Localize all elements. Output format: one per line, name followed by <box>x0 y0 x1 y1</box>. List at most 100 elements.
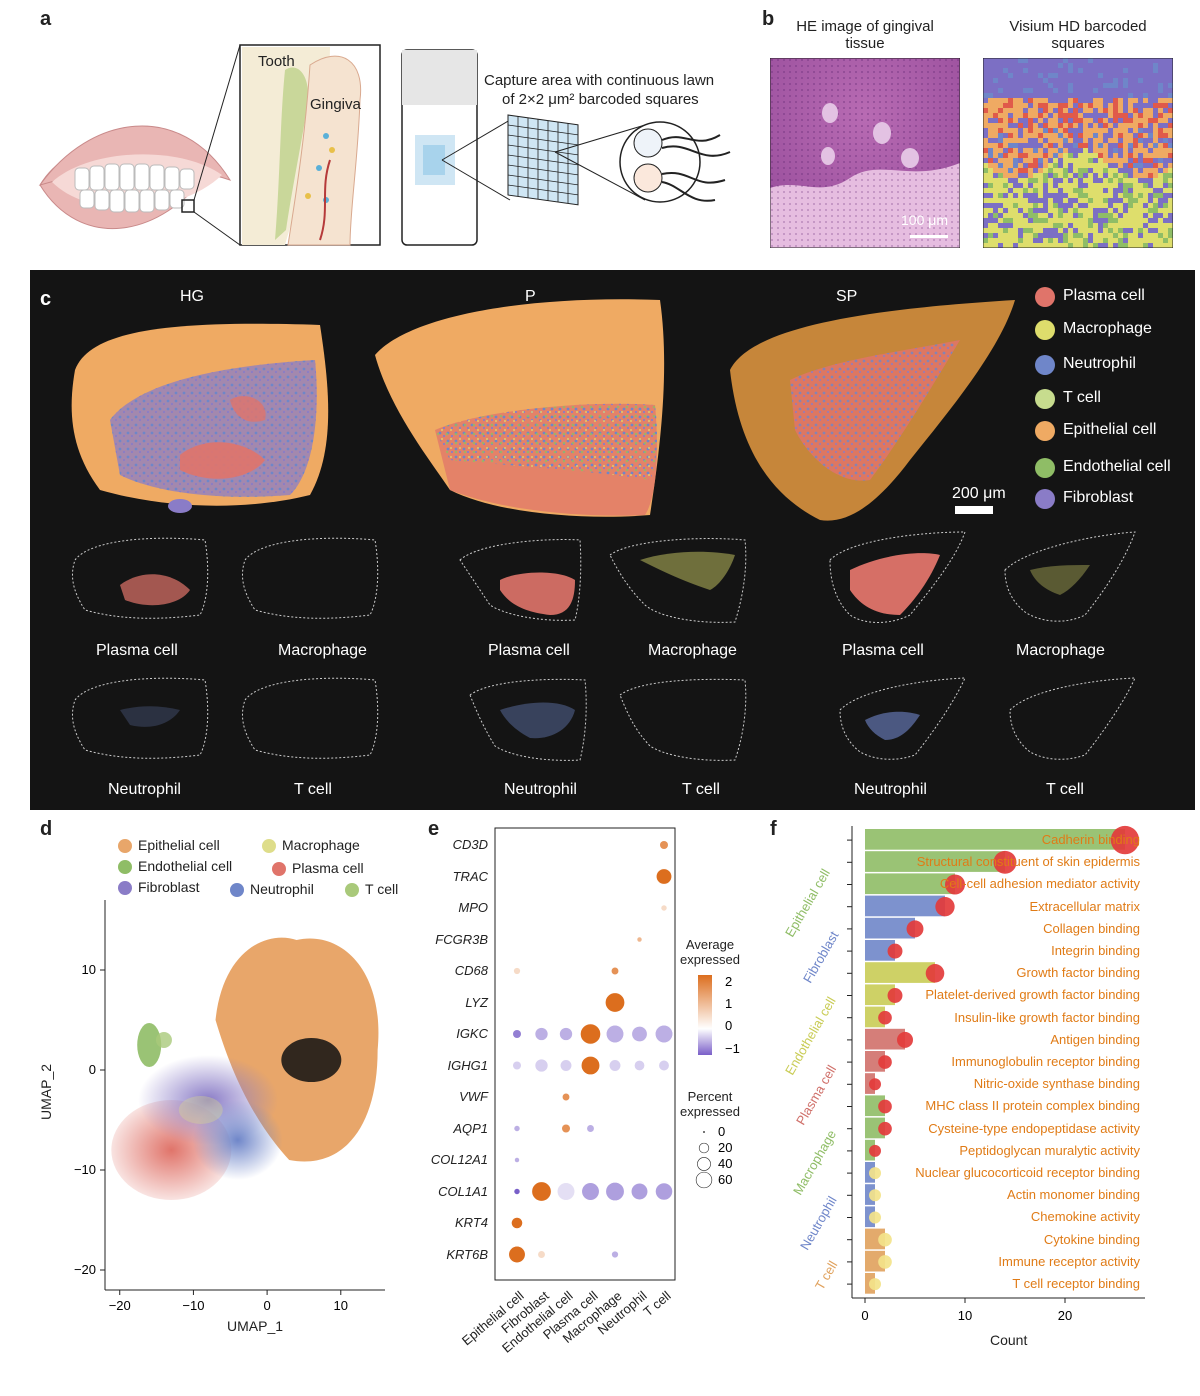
visium-square <box>1168 203 1173 209</box>
visium-square <box>1048 168 1054 174</box>
dotplot-dot <box>661 936 667 943</box>
visium-square <box>1058 103 1064 109</box>
visium-square <box>1083 83 1089 89</box>
visium-square <box>1128 123 1134 129</box>
visium-square <box>1078 213 1084 219</box>
visium-square <box>1063 148 1069 154</box>
visium-square <box>1073 168 1079 174</box>
visium-square <box>1033 243 1039 248</box>
visium-square <box>1018 218 1024 224</box>
visium-square <box>1113 188 1119 194</box>
dotplot-dot <box>637 842 642 848</box>
visium-square <box>1018 73 1024 79</box>
visium-square <box>1113 183 1119 189</box>
dotplot-dot <box>514 937 520 942</box>
visium-square <box>1028 148 1034 154</box>
visium-square <box>988 138 994 144</box>
visium-square <box>1118 98 1124 104</box>
visium-square <box>993 198 999 204</box>
visium-square <box>1063 68 1069 74</box>
visium-square <box>1133 183 1139 189</box>
visium-square <box>1123 193 1129 199</box>
visium-square <box>988 198 994 204</box>
dotplot-dot <box>588 905 593 911</box>
visium-square <box>1053 243 1059 248</box>
visium-square <box>988 208 994 214</box>
visium-square <box>1163 178 1169 184</box>
visium-square <box>1108 193 1114 199</box>
visium-square <box>1068 148 1074 154</box>
visium-square <box>1113 193 1119 199</box>
umap-legend-swatch-fibroblast <box>118 881 132 895</box>
visium-square <box>1008 128 1014 134</box>
visium-square <box>993 228 999 234</box>
visium-square <box>1038 213 1044 219</box>
visium-square <box>1103 83 1109 89</box>
visium-square <box>1103 198 1109 204</box>
dotplot-dot <box>637 968 642 974</box>
visium-square <box>1058 123 1064 129</box>
visium-square <box>1158 68 1164 74</box>
visium-square <box>1098 103 1104 109</box>
visium-square <box>1028 218 1034 224</box>
visium-square <box>1043 78 1049 84</box>
visium-square <box>1113 98 1119 104</box>
visium-square <box>1108 163 1114 169</box>
visium-square <box>1043 168 1049 174</box>
visium-square <box>1103 63 1109 69</box>
visium-square <box>1023 223 1029 229</box>
go-term-label: Collagen binding <box>1043 920 1140 936</box>
visium-square <box>1168 233 1173 239</box>
visium-square <box>1163 118 1169 124</box>
visium-square <box>1103 178 1109 184</box>
visium-square <box>1128 243 1134 248</box>
visium-square <box>1163 218 1169 224</box>
visium-square <box>1133 218 1139 224</box>
visium-square <box>1063 173 1069 179</box>
visium-square <box>1098 113 1104 119</box>
visium-square <box>1083 133 1089 139</box>
dotplot-dot <box>637 1220 642 1226</box>
p-neutrophil-outline <box>469 678 587 761</box>
visium-square <box>1023 103 1029 109</box>
visium-square <box>1028 188 1034 194</box>
visium-square <box>1153 98 1159 104</box>
visium-square <box>1043 213 1049 219</box>
visium-square <box>1033 78 1039 84</box>
visium-square <box>1083 143 1089 149</box>
visium-square <box>1123 208 1129 214</box>
visium-square <box>983 123 989 129</box>
visium-square <box>1058 118 1064 124</box>
visium-square <box>1008 188 1014 194</box>
visium-square <box>1143 88 1149 94</box>
visium-square <box>1103 163 1109 169</box>
visium-square <box>1118 73 1124 79</box>
visium-square <box>1148 158 1154 164</box>
visium-square <box>1163 128 1169 134</box>
visium-square <box>1158 188 1164 194</box>
visium-square <box>1083 73 1089 79</box>
visium-square <box>1008 148 1014 154</box>
visium-square <box>1058 138 1064 144</box>
visium-square <box>1048 188 1054 194</box>
visium-square <box>1153 118 1159 124</box>
visium-square <box>1068 113 1074 119</box>
visium-square <box>1108 68 1114 74</box>
visium-square <box>1163 208 1169 214</box>
visium-square <box>1068 143 1074 149</box>
visium-square <box>1078 113 1084 119</box>
visium-square <box>1053 228 1059 234</box>
visium-square <box>1133 178 1139 184</box>
visium-square <box>1058 163 1064 169</box>
visium-square <box>993 123 999 129</box>
visium-square <box>1003 178 1009 184</box>
visium-square <box>1153 88 1159 94</box>
visium-square <box>1083 118 1089 124</box>
visium-square <box>1123 103 1129 109</box>
visium-square <box>1123 218 1129 224</box>
visium-square <box>1083 188 1089 194</box>
visium-square <box>1113 93 1119 99</box>
visium-square <box>993 143 999 149</box>
go-term-label: Nuclear glucocorticoid receptor binding <box>915 1165 1140 1180</box>
visium-square <box>1023 98 1029 104</box>
